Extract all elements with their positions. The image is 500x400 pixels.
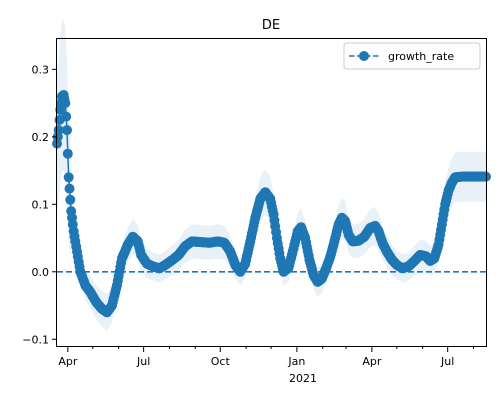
confidence-band-layer [57, 19, 486, 331]
x-year-label: 2021 [289, 372, 317, 385]
data-point [64, 183, 75, 194]
y-tick-label: 0.1 [32, 198, 50, 211]
data-point [62, 125, 72, 136]
legend-label: growth_rate [388, 50, 454, 63]
data-point [60, 98, 71, 109]
y-tick-label: −0.1 [22, 333, 49, 346]
x-tick-label: Jan [287, 355, 305, 368]
data-point [62, 148, 73, 159]
x-tick-label: Jul [136, 355, 150, 368]
legend-box [343, 42, 481, 70]
y-tick-label: 0.2 [32, 131, 50, 144]
x-tick-label: Oct [211, 355, 231, 368]
x-tick-label: Apr [362, 355, 382, 368]
x-tick-label: Apr [58, 355, 78, 368]
data-point [61, 111, 72, 122]
x-axis: Apr Jul Oct Jan Apr Jul [58, 346, 475, 368]
confidence-band [57, 19, 486, 331]
y-tick-label: 0.0 [32, 266, 50, 279]
plot-layer [52, 90, 491, 318]
data-point [63, 172, 74, 183]
chart-title: DE [262, 18, 280, 33]
data-point [65, 194, 76, 205]
legend: growth_rate [343, 42, 481, 70]
y-axis: −0.1 0.0 0.1 0.2 0.3 [22, 63, 57, 346]
x-tick-label: Jul [440, 355, 454, 368]
y-tick-label: 0.3 [32, 63, 50, 76]
legend-marker [359, 51, 369, 61]
